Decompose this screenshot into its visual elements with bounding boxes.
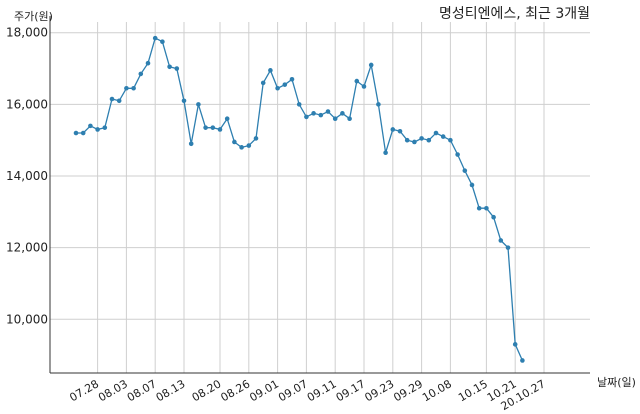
data-point (340, 111, 345, 116)
data-point (505, 245, 511, 250)
data-point (253, 136, 259, 141)
data-point (80, 130, 86, 136)
series-line (76, 37, 523, 361)
x-tick-label: 09.23 (363, 377, 397, 404)
x-tick-label: 09.17 (334, 377, 368, 404)
data-point (404, 137, 410, 143)
data-point (361, 84, 367, 89)
data-point (145, 60, 151, 66)
x-tick-label: 09.29 (391, 377, 425, 404)
x-tick-label: 08.13 (154, 377, 188, 404)
data-point (311, 111, 316, 116)
data-point (318, 112, 324, 118)
data-point (469, 182, 475, 188)
data-point (491, 214, 496, 220)
data-point (203, 125, 208, 130)
data-point (124, 85, 129, 91)
data-point (196, 102, 201, 107)
data-point (246, 143, 252, 148)
data-point (476, 205, 482, 211)
data-point (440, 134, 446, 139)
data-point (152, 35, 158, 41)
data-point (167, 64, 172, 70)
y-tick-label: 10,000 (6, 312, 48, 326)
data-point (95, 127, 100, 132)
x-tick-label: 09.07 (276, 377, 310, 404)
data-point (232, 139, 237, 145)
data-point (520, 358, 525, 363)
data-point (383, 150, 388, 156)
data-point (419, 136, 424, 141)
data-point (282, 82, 288, 87)
x-tick-label: 09.11 (305, 377, 339, 404)
data-point (138, 71, 144, 77)
x-tick-label: 08.20 (190, 377, 224, 404)
grid-lines (50, 22, 590, 373)
x-axis-label: 날짜(일) (597, 375, 636, 389)
x-tick-label: 09.01 (247, 377, 281, 404)
data-point (102, 125, 108, 130)
data-point (397, 128, 403, 134)
data-point (368, 62, 374, 68)
data-point (73, 130, 79, 136)
x-tick-label: 08.26 (219, 377, 253, 404)
data-point (217, 127, 223, 132)
y-tick-labels: 10,000 12,000 14,000 16,000 18,000 (6, 26, 48, 327)
data-point (210, 125, 216, 130)
data-point (260, 80, 266, 86)
data-point (188, 141, 194, 147)
data-point (347, 116, 352, 122)
y-tick-label: 12,000 (6, 241, 48, 255)
x-tick-label: 10.08 (420, 377, 454, 404)
data-point (88, 123, 93, 129)
data-point (448, 137, 453, 143)
data-point (131, 85, 136, 91)
data-point (433, 130, 439, 136)
chart-title: 명성티엔에스, 최근 3개월 (439, 6, 590, 22)
data-point (268, 68, 273, 73)
data-point (289, 77, 295, 82)
data-point (239, 145, 244, 150)
data-point (181, 98, 187, 104)
data-point (376, 102, 381, 107)
data-point (174, 66, 180, 71)
data-point (224, 116, 230, 122)
data-point (426, 137, 432, 143)
x-tick-label: 08.07 (125, 377, 159, 404)
y-axis-label: 주가(원) (14, 10, 53, 23)
price-series (73, 35, 525, 363)
data-point (462, 168, 468, 173)
data-point (498, 238, 504, 243)
data-point (484, 205, 489, 211)
data-point (296, 102, 302, 107)
y-tick-label: 18,000 (6, 26, 48, 40)
y-tick-label: 16,000 (6, 97, 48, 111)
x-tick-label: 07.28 (67, 377, 101, 404)
data-point (354, 78, 360, 84)
x-tick-label: 08.03 (96, 377, 130, 404)
data-point (109, 96, 115, 102)
data-point (332, 116, 338, 122)
data-point (304, 114, 309, 120)
y-tick-label: 14,000 (6, 169, 48, 183)
data-point (275, 85, 280, 91)
data-point (512, 342, 518, 347)
data-point (160, 39, 165, 44)
data-point (116, 98, 122, 104)
axes (49, 16, 590, 374)
data-point (390, 127, 396, 132)
data-point (412, 139, 417, 145)
x-tick-label: 10.15 (456, 377, 490, 404)
data-point (325, 109, 331, 114)
data-point (455, 152, 460, 157)
